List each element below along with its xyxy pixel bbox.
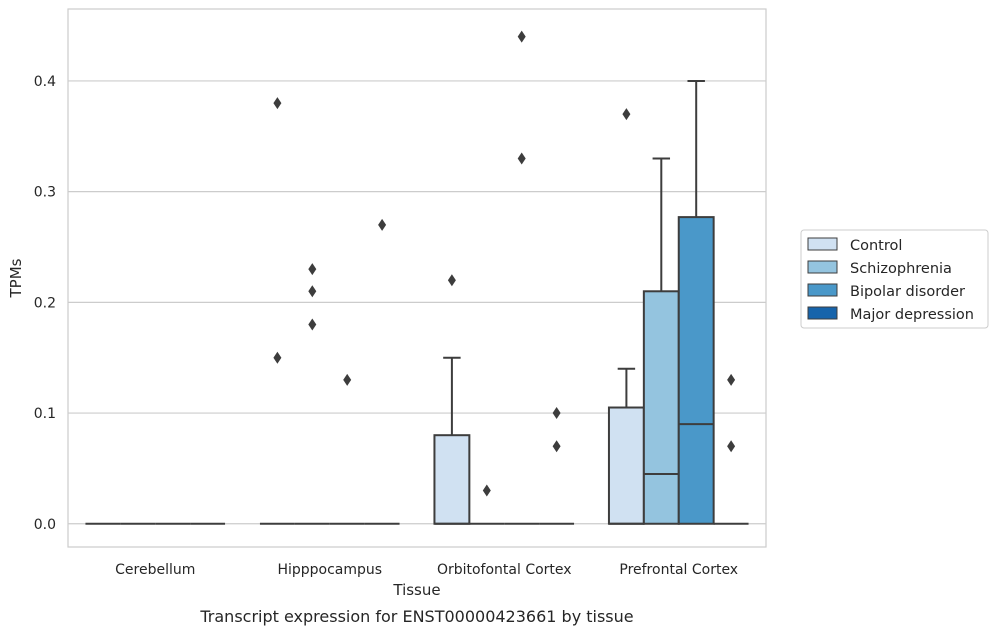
legend-label: Schizophrenia: [850, 261, 952, 277]
box-1-1: [294, 263, 330, 525]
y-tick-label: 0.2: [34, 295, 56, 311]
legend-swatch: [807, 306, 838, 320]
legend-label: Control: [850, 238, 902, 254]
legend-swatch: [807, 260, 838, 274]
y-tick-label: 0.0: [34, 517, 56, 533]
box: [642, 290, 680, 525]
box-2-0: [433, 274, 471, 525]
outlier-marker: [308, 285, 317, 298]
outlier-marker: [622, 108, 631, 121]
legend-label: Major depression: [850, 307, 974, 323]
outlier-marker: [308, 318, 317, 331]
y-tick-label: 0.3: [34, 185, 56, 201]
box-3-1: [642, 157, 680, 525]
outlier-marker: [273, 351, 282, 364]
outlier-marker: [727, 373, 736, 386]
box-3-2: [677, 79, 715, 525]
box: [607, 406, 645, 525]
box-2-2: [504, 30, 540, 525]
x-tick-label: Hipppocampus: [277, 562, 382, 578]
outlier-marker: [517, 30, 526, 43]
outlier-marker: [447, 274, 456, 287]
x-axis-label: Tissue: [392, 581, 440, 599]
outlier-marker: [378, 218, 387, 231]
outlier-marker: [517, 152, 526, 165]
box-3-0: [607, 108, 645, 525]
legend-swatch: [807, 237, 838, 251]
box-2-1: [469, 484, 505, 525]
legend: Control Schizophrenia Bipolar disorder Majo…: [800, 229, 989, 329]
y-tick-label: 0.4: [34, 74, 56, 90]
outlier-marker: [552, 407, 561, 420]
y-tick-label: 0.1: [34, 406, 56, 422]
x-tick-label: Cerebellum: [115, 562, 195, 578]
outlier-marker: [552, 440, 561, 453]
outlier-marker: [273, 97, 282, 110]
box-1-2: [329, 373, 365, 525]
outlier-marker: [482, 484, 491, 497]
outlier-marker: [727, 440, 736, 453]
legend-label: Bipolar disorder: [850, 284, 965, 300]
box: [677, 216, 715, 525]
x-tick-label: Orbitofontal Cortex: [437, 562, 572, 578]
box-3-3: [713, 373, 749, 525]
outlier-marker: [308, 263, 317, 276]
legend-swatch: [807, 283, 838, 297]
x-tick-label: Prefrontal Cortex: [619, 562, 738, 578]
outlier-marker: [343, 373, 352, 386]
box-2-3: [539, 407, 575, 525]
box: [433, 434, 471, 525]
figure-caption: Transcript expression for ENST0000042366…: [199, 607, 633, 626]
legend-frame: [800, 229, 989, 329]
y-axis-label: TPMs: [7, 258, 25, 298]
box-1-0: [259, 97, 295, 525]
box-1-3: [364, 218, 400, 525]
